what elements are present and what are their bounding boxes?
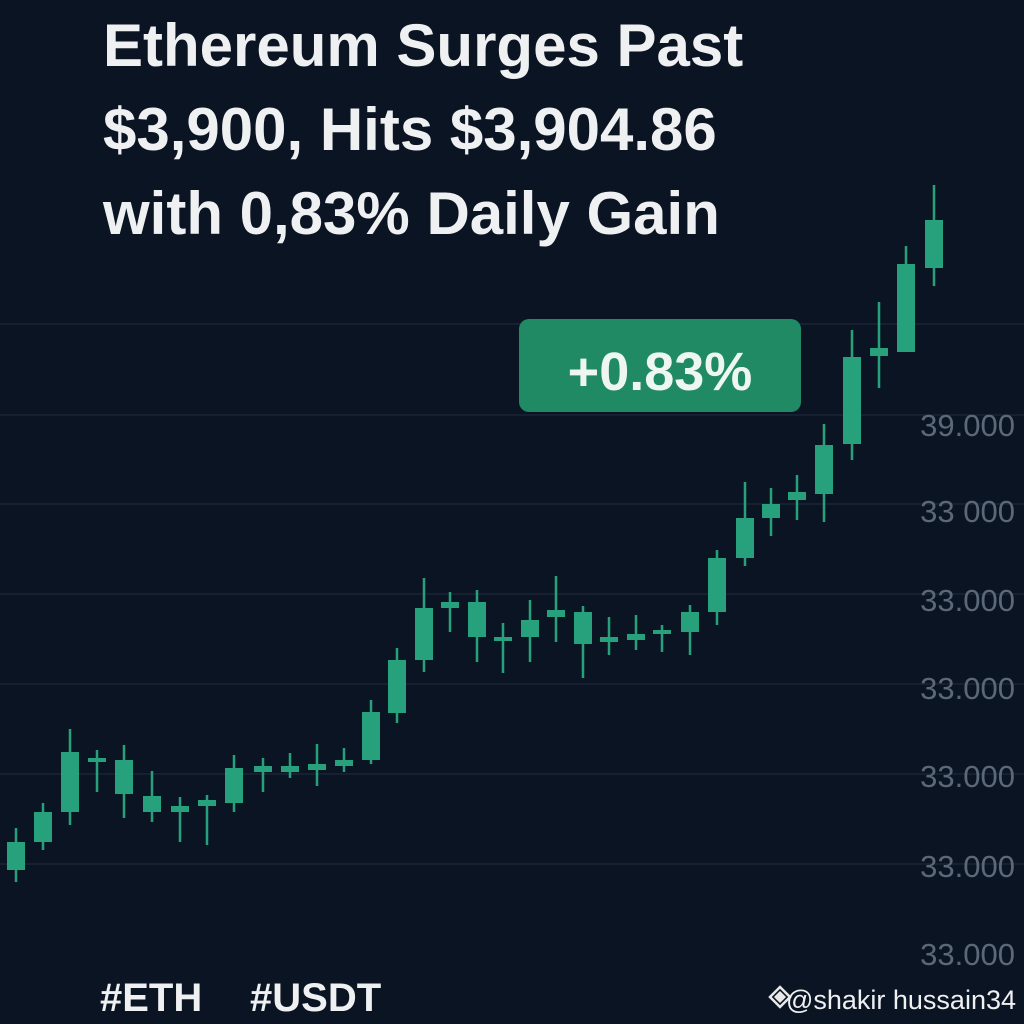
candle-body [115, 760, 133, 794]
candles [7, 185, 943, 882]
headline: Ethereum Surges Past $3,900, Hits $3,904… [102, 12, 743, 247]
candle-body [362, 712, 380, 760]
hashtag: #ETH [100, 976, 202, 1020]
icon-diamond [768, 985, 792, 1009]
axis-label: 33.000 [920, 937, 1015, 972]
candle-body [7, 842, 25, 870]
axis-label: 33.000 [920, 583, 1015, 618]
headline-line: with 0,83% Daily Gain [102, 180, 720, 247]
candle-body [627, 634, 645, 640]
hashtag: #USDT [250, 976, 381, 1020]
badge-text: +0.83% [568, 342, 753, 402]
headline-line: $3,900, Hits $3,904.86 [103, 96, 717, 163]
candle-body [788, 492, 806, 500]
candle-body [88, 758, 106, 762]
candle-body [388, 660, 406, 713]
hashtags: #ETH #USDT [100, 976, 381, 1020]
candle-body [198, 800, 216, 806]
candle-body [171, 806, 189, 812]
candle-body [547, 610, 565, 617]
candle-body [574, 612, 592, 644]
axis-label: 39.000 [920, 408, 1015, 443]
candle-body [708, 558, 726, 612]
candle-body [736, 518, 754, 558]
axis-label: 33.000 [920, 849, 1015, 884]
candle-body [335, 760, 353, 766]
candle-body [468, 602, 486, 637]
candle-body [308, 764, 326, 770]
candle-body [143, 796, 161, 812]
watermark: @shakir hussain34 [786, 985, 1016, 1015]
grid [0, 323, 1024, 865]
axis-label: 33.000 [920, 759, 1015, 794]
axis-label: 33 000 [920, 494, 1015, 529]
icon-center [773, 990, 787, 1004]
badge [519, 319, 801, 412]
candle-body [415, 608, 433, 660]
candle-body [61, 752, 79, 812]
headline-line: Ethereum Surges Past [103, 12, 743, 79]
axis-labels: 39.000 33 000 33.000 33.000 33.000 33.00… [920, 408, 1015, 972]
candle-body [815, 445, 833, 494]
candle-body [34, 812, 52, 842]
candle-body [225, 768, 243, 803]
candle-body [870, 348, 888, 356]
watermark-icon [768, 985, 792, 1009]
candle-body [600, 637, 618, 642]
candle-body [681, 612, 699, 632]
candle-body [843, 357, 861, 444]
candle-body [897, 264, 915, 352]
axis-label: 33.000 [920, 671, 1015, 706]
candle-body [653, 630, 671, 634]
candle-body [254, 766, 272, 772]
candle-body [494, 637, 512, 641]
candle-body [281, 766, 299, 772]
candle-body [521, 620, 539, 637]
candle-body [762, 504, 780, 518]
candle-body [925, 220, 943, 268]
candle-body [441, 602, 459, 608]
